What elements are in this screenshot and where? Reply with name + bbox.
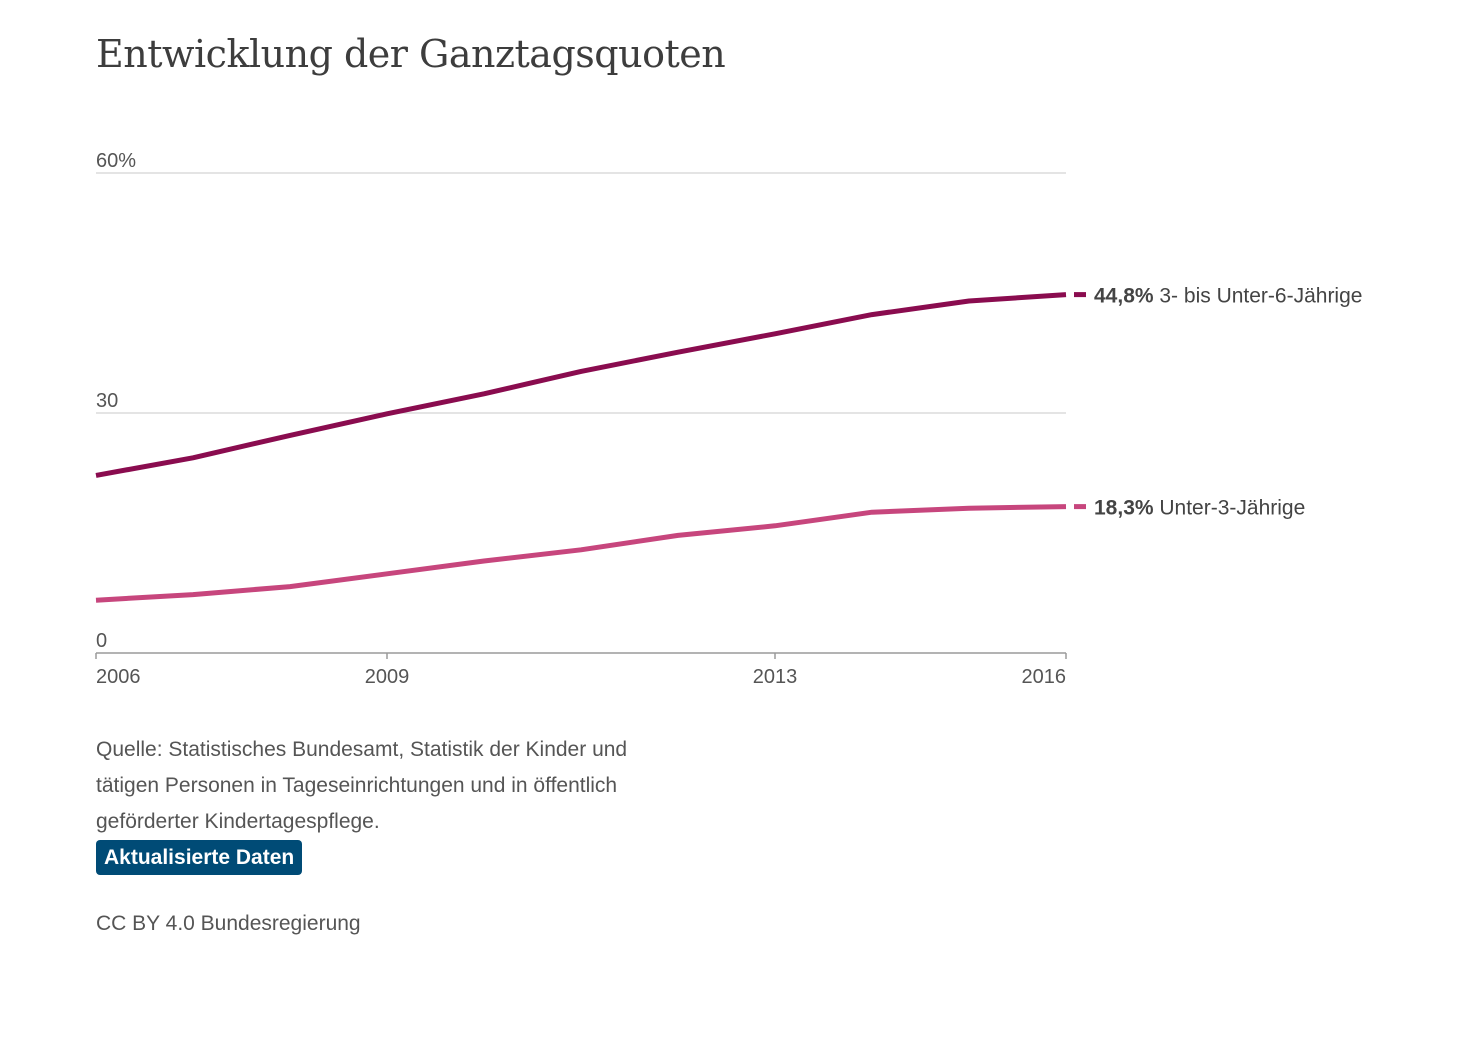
source-note: Quelle: Statistisches Bundesamt, Statist… (96, 738, 628, 833)
y-tick-label: 30 (96, 390, 118, 412)
series-name: Unter-3-Jährige (1154, 497, 1306, 520)
series-end-labels: 44,8% 3- bis Unter-6-Jährige 18,3% Unter-… (1074, 285, 1362, 520)
series-end-label: 18,3% Unter-3-Jährige (1094, 497, 1305, 520)
y-tick-label: 60% (96, 150, 136, 172)
updated-data-button[interactable]: Aktualisierte Daten (96, 840, 303, 875)
x-tick-label: 2013 (753, 666, 798, 688)
license-note: CC BY 4.0 Bundesregierung (96, 912, 361, 935)
x-axis-ticks: 2006 2009 2013 2016 (95, 653, 1067, 688)
gridlines (96, 172, 1066, 654)
chart-title: Entwicklung der Ganztagsquoten (96, 32, 726, 76)
series-line-u3 (95, 504, 1067, 603)
series-end-value: 44,8% (1094, 285, 1154, 308)
series-line-3-6 (95, 292, 1067, 478)
x-tick-label: 2016 (1022, 666, 1067, 688)
x-tick-label: 2009 (365, 666, 410, 688)
x-tick-label: 2006 (96, 666, 141, 688)
series-end-value: 18,3% (1094, 497, 1154, 520)
series-end-label: 44,8% 3- bis Unter-6-Jährige (1094, 285, 1362, 308)
y-axis-ticks: 0 30 60% (96, 150, 136, 652)
series-lines (95, 292, 1067, 603)
series-name: 3- bis Unter-6-Jährige (1154, 285, 1363, 308)
y-tick-label: 0 (96, 630, 107, 652)
line-chart: 0 30 60% 2006 2009 2013 2016 44,8% 3- bis Unt… (95, 150, 1362, 688)
